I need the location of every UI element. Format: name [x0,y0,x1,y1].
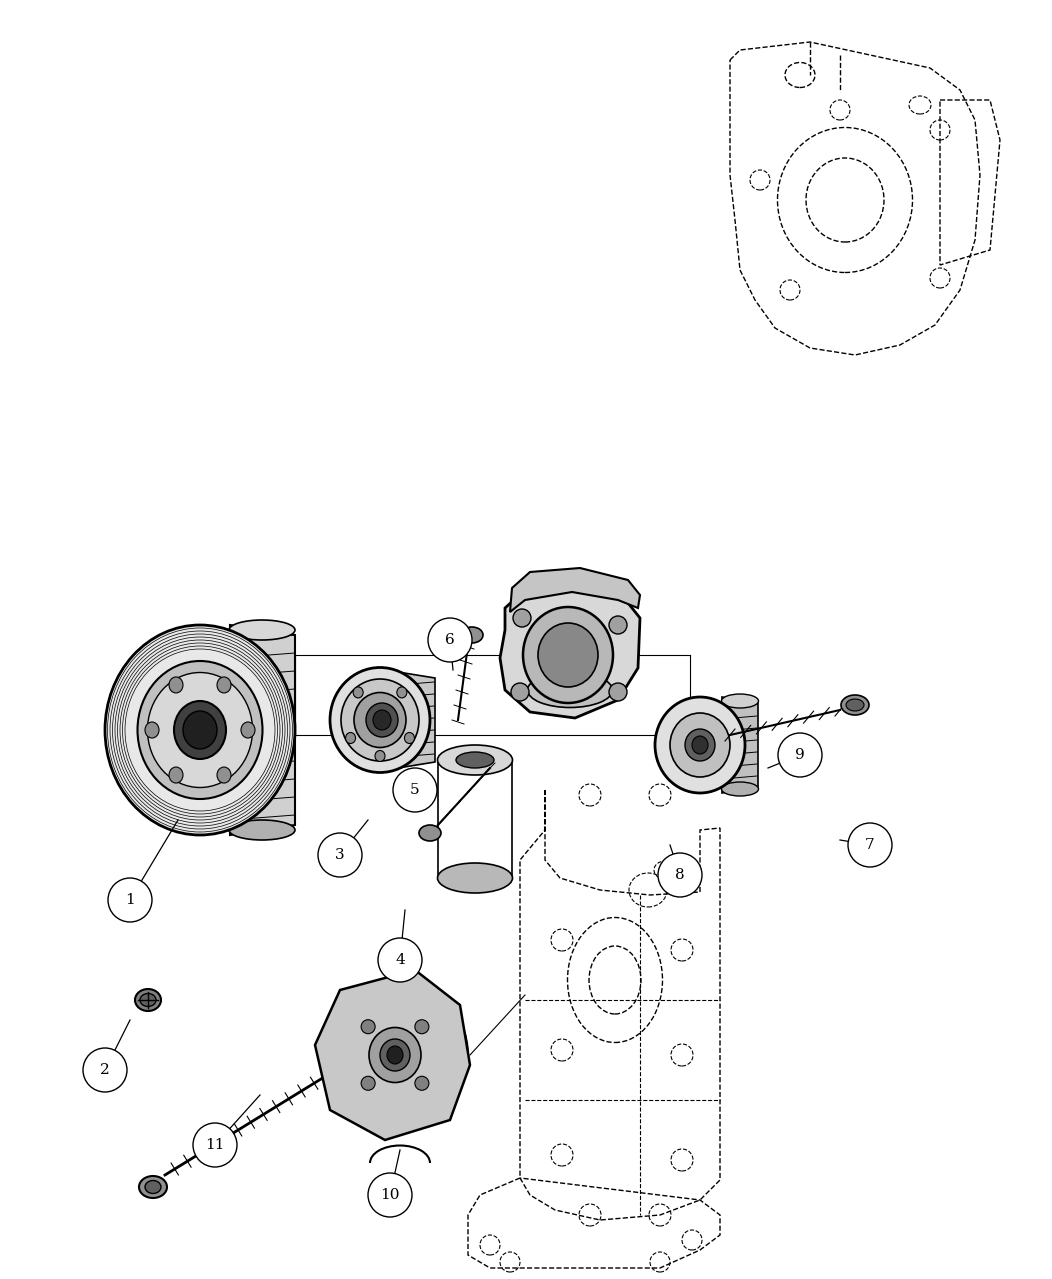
Ellipse shape [387,1046,403,1064]
Text: 8: 8 [675,868,685,883]
Polygon shape [398,671,434,767]
Circle shape [368,1173,412,1218]
Text: 7: 7 [865,838,875,852]
Ellipse shape [169,677,183,693]
Circle shape [414,1019,429,1033]
Ellipse shape [229,820,295,840]
Ellipse shape [670,712,730,778]
Ellipse shape [841,694,869,715]
Ellipse shape [138,661,263,799]
Polygon shape [315,969,470,1140]
Ellipse shape [438,863,512,893]
Ellipse shape [341,679,419,761]
Ellipse shape [685,729,715,761]
Polygon shape [722,697,758,793]
Ellipse shape [438,744,512,775]
Ellipse shape [229,620,295,640]
Circle shape [414,1077,429,1090]
Ellipse shape [461,627,483,643]
Ellipse shape [527,673,612,707]
Ellipse shape [169,767,183,783]
Ellipse shape [323,978,467,1131]
Ellipse shape [419,825,441,842]
Ellipse shape [538,623,598,687]
Ellipse shape [349,1007,441,1102]
Ellipse shape [655,697,745,793]
Ellipse shape [380,1039,410,1071]
Circle shape [513,609,531,627]
Circle shape [609,616,627,634]
Circle shape [393,767,437,812]
Text: 4: 4 [396,953,405,967]
Circle shape [658,853,702,897]
Polygon shape [510,568,640,611]
Polygon shape [230,625,295,835]
Ellipse shape [183,711,217,749]
Circle shape [193,1123,237,1166]
Ellipse shape [330,668,430,773]
Ellipse shape [353,687,363,698]
Ellipse shape [140,994,156,1007]
Ellipse shape [105,625,295,835]
Text: 11: 11 [205,1138,225,1152]
Ellipse shape [369,1027,421,1082]
Ellipse shape [145,1181,161,1193]
Polygon shape [500,583,640,718]
Ellipse shape [139,1175,167,1198]
Circle shape [83,1048,127,1092]
Circle shape [378,938,422,982]
Text: 1: 1 [125,893,135,907]
Ellipse shape [456,752,494,767]
Circle shape [609,683,627,701]
Circle shape [778,733,822,778]
Circle shape [511,683,529,701]
Ellipse shape [404,733,414,743]
Circle shape [361,1019,376,1033]
Ellipse shape [145,723,159,738]
Ellipse shape [217,767,231,783]
Ellipse shape [135,989,161,1010]
Circle shape [848,822,892,867]
Text: 3: 3 [336,848,345,862]
Text: 6: 6 [445,633,454,647]
Circle shape [361,1077,376,1090]
Circle shape [108,877,151,922]
Text: 2: 2 [100,1063,109,1077]
Ellipse shape [174,701,226,758]
Text: 5: 5 [410,783,420,797]
Ellipse shape [241,723,255,738]
Text: 9: 9 [795,748,805,762]
Ellipse shape [722,694,758,709]
Ellipse shape [217,677,231,693]
Ellipse shape [345,733,356,743]
Ellipse shape [373,710,391,730]
Ellipse shape [397,687,407,698]
Ellipse shape [722,781,758,796]
Ellipse shape [355,692,406,747]
Ellipse shape [846,700,864,711]
Text: 10: 10 [380,1188,400,1202]
Ellipse shape [692,735,708,755]
Ellipse shape [366,703,398,737]
Circle shape [428,618,472,663]
Ellipse shape [147,673,252,788]
Circle shape [318,833,362,877]
Ellipse shape [375,751,385,761]
Ellipse shape [523,608,613,703]
